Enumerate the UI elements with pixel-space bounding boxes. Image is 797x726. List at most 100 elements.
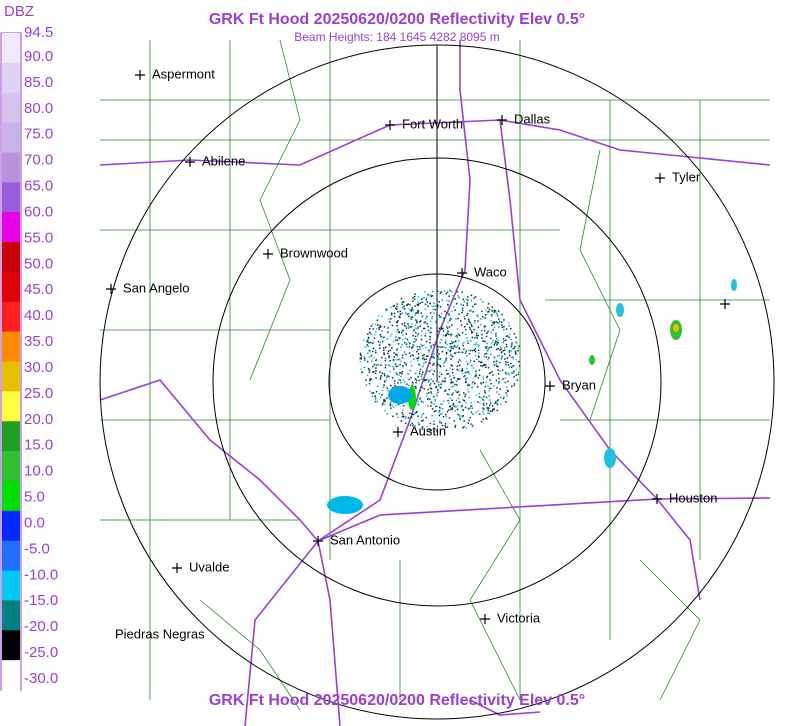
echo-dot (493, 326, 496, 329)
legend-label: 94.5 (24, 24, 53, 41)
echo-dot (472, 381, 474, 383)
echo-dot (399, 363, 401, 366)
echo-cell (388, 386, 412, 404)
echo-dot (400, 420, 403, 422)
echo-dot (475, 373, 477, 375)
echo-dot (375, 396, 377, 399)
echo-dot (466, 371, 469, 373)
echo-dot (456, 336, 459, 339)
echo-dot (474, 320, 476, 322)
echo-dot (491, 410, 494, 412)
echo-dot (462, 304, 465, 306)
echo-dot (475, 394, 478, 397)
echo-dot (509, 349, 511, 352)
echo-dot (384, 357, 387, 359)
echo-dot (474, 296, 477, 298)
echo-dot (430, 327, 433, 330)
color-step (2, 242, 20, 273)
echo-dot (497, 369, 499, 371)
echo-dot (457, 317, 459, 320)
echo-dot (464, 371, 467, 374)
echo-dot (440, 403, 442, 405)
echo-dot (419, 325, 421, 328)
color-step (2, 182, 20, 213)
echo-dot (390, 313, 393, 316)
echo-dot (375, 377, 377, 379)
echo-dot (488, 308, 491, 311)
echo-dot (445, 312, 448, 314)
echo-dot (430, 429, 432, 432)
echo-dot (457, 377, 460, 380)
echo-dot (439, 413, 441, 415)
echo-dot (400, 297, 403, 300)
echo-dot (439, 341, 441, 344)
echo-dot (487, 349, 489, 351)
echo-dot (458, 334, 461, 337)
echo-dot (423, 321, 426, 324)
echo-dot (443, 390, 446, 393)
echo-dot (493, 361, 495, 363)
echo-dot (503, 347, 506, 349)
echo-dot (444, 377, 446, 379)
echo-dot (478, 352, 480, 355)
echo-dot (389, 321, 391, 323)
echo-dot (416, 322, 418, 324)
echo-dot (436, 372, 439, 375)
echo-dot (397, 343, 400, 345)
echo-dot (404, 417, 407, 420)
echo-dot (456, 328, 459, 330)
echo-dot (467, 422, 470, 424)
echo-dot (389, 335, 392, 337)
echo-dot (371, 323, 374, 326)
echo-dot (473, 322, 476, 324)
legend-unit: DBZ (4, 3, 34, 20)
echo-dot (383, 373, 386, 375)
color-step (2, 480, 20, 512)
echo-dot (441, 346, 443, 348)
echo-dot (465, 360, 468, 363)
echo-dot (451, 291, 453, 293)
echo-dot (415, 319, 417, 321)
echo-dot (366, 374, 369, 377)
echo-dot (433, 382, 436, 385)
echo-dot (380, 335, 382, 338)
echo-dot (440, 316, 442, 318)
echo-dot (482, 378, 485, 380)
echo-dot (422, 371, 424, 373)
echo-cell (731, 279, 737, 291)
echo-dot (495, 341, 497, 344)
echo-dot (383, 400, 385, 402)
echo-dot (446, 393, 449, 395)
legend-label: 0.0 (24, 514, 45, 531)
echo-dot (467, 312, 469, 315)
echo-dot (449, 290, 452, 292)
echo-dot (452, 306, 455, 308)
echo-dot (439, 386, 442, 389)
echo-dot (515, 374, 518, 377)
echo-dot (443, 319, 445, 322)
echo-dot (427, 405, 429, 407)
echo-dot (517, 347, 520, 350)
echo-dot (389, 370, 392, 373)
echo-dot (464, 352, 467, 354)
echo-dot (401, 312, 404, 314)
echo-dot (477, 320, 479, 322)
echo-dot (420, 416, 423, 418)
city-label: Brownwood (280, 245, 348, 260)
echo-dot (439, 431, 442, 433)
echo-dot (411, 316, 413, 318)
echo-dot (402, 329, 405, 332)
echo-dot (495, 344, 498, 346)
echo-dot (461, 291, 463, 293)
echo-dot (468, 326, 471, 329)
echo-dot (441, 407, 444, 410)
echo-dot (502, 350, 504, 352)
echo-dot (470, 299, 473, 301)
echo-dot (387, 389, 389, 392)
echo-dot (417, 348, 419, 351)
echo-dot (440, 422, 443, 424)
echo-dot (474, 350, 477, 353)
echo-dot (485, 347, 488, 349)
echo-dot (479, 413, 481, 415)
echo-dot (440, 326, 443, 328)
